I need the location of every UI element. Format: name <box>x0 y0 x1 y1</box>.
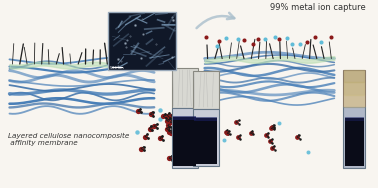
Bar <box>343 70 365 107</box>
Bar <box>343 107 365 168</box>
Bar <box>108 12 176 70</box>
Text: Layered cellulose nanocomposite
 affinity membrane: Layered cellulose nanocomposite affinity… <box>8 133 129 146</box>
Text: 500 nm: 500 nm <box>110 66 123 70</box>
Bar <box>345 118 364 166</box>
FancyArrowPatch shape <box>197 13 234 28</box>
Bar <box>193 71 218 109</box>
Bar <box>194 118 217 164</box>
Bar <box>194 117 217 121</box>
Bar <box>345 117 364 121</box>
Bar <box>193 109 218 166</box>
Bar <box>173 116 196 120</box>
Bar <box>172 68 198 108</box>
Bar <box>173 117 196 166</box>
Text: 99% metal ion capture: 99% metal ion capture <box>270 3 365 12</box>
Bar <box>172 108 198 168</box>
